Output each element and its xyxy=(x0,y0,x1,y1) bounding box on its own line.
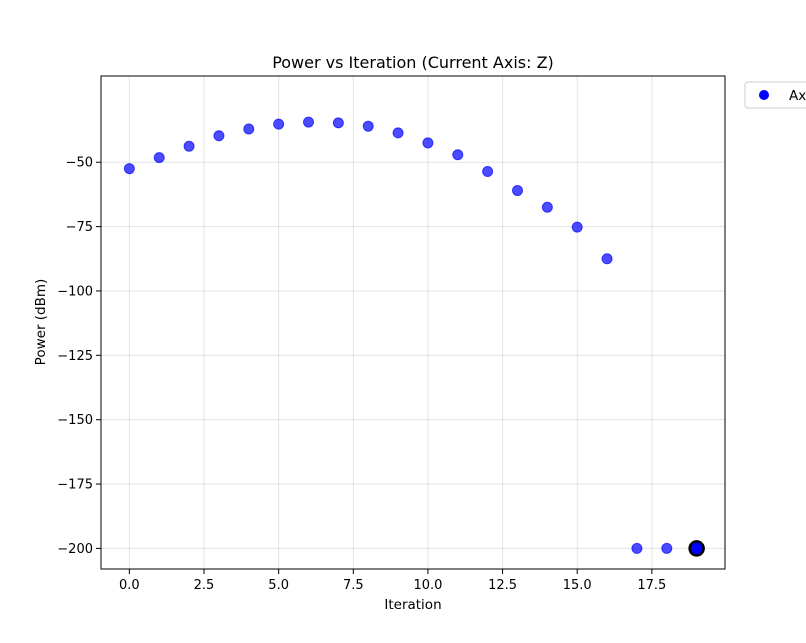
y-tick-label: −125 xyxy=(57,349,93,364)
y-tick-label: −75 xyxy=(66,220,93,235)
data-point xyxy=(303,116,315,128)
y-tick-label: −50 xyxy=(66,156,93,171)
y-tick-label: −150 xyxy=(57,413,93,428)
data-point xyxy=(601,253,613,265)
data-point xyxy=(392,127,404,139)
x-tick-label: 2.5 xyxy=(194,578,215,593)
data-point xyxy=(213,130,225,142)
data-point xyxy=(123,163,135,175)
data-points xyxy=(123,116,705,557)
y-axis-label: Power (dBm) xyxy=(33,279,49,366)
data-point xyxy=(631,542,643,554)
data-point xyxy=(332,117,344,129)
x-tick-label: 10.0 xyxy=(413,578,442,593)
x-tick-label: 5.0 xyxy=(268,578,289,593)
x-tick-label: 12.5 xyxy=(488,578,517,593)
data-point xyxy=(243,123,255,135)
y-tick-label: −175 xyxy=(57,478,93,493)
x-axis-ticks: 0.0 2.5 5.0 7.5 10.0 12.5 15.0 17.5 xyxy=(119,569,666,593)
y-axis-ticks: −200 −175 −150 −125 −100 −75 −50 xyxy=(57,156,101,557)
y-tick-label: −100 xyxy=(57,284,93,299)
x-tick-label: 15.0 xyxy=(563,578,592,593)
x-tick-label: 17.5 xyxy=(637,578,666,593)
legend-box xyxy=(744,81,806,109)
data-point xyxy=(482,166,494,178)
data-point xyxy=(661,542,673,554)
data-point xyxy=(153,152,165,164)
data-point xyxy=(273,118,285,130)
data-point xyxy=(362,120,374,132)
legend: Ax xyxy=(744,81,806,109)
data-point xyxy=(452,149,464,161)
grid-lines xyxy=(101,76,725,569)
highlighted-data-point xyxy=(688,540,705,557)
data-point xyxy=(422,137,434,149)
chart-title: Power vs Iteration (Current Axis: Z) xyxy=(272,53,554,72)
data-point xyxy=(511,185,523,197)
data-point xyxy=(541,201,553,213)
x-tick-label: 7.5 xyxy=(343,578,364,593)
x-tick-label: 0.0 xyxy=(119,578,140,593)
data-point xyxy=(183,140,195,152)
data-point xyxy=(571,221,583,233)
x-axis-label: Iteration xyxy=(384,597,441,613)
legend-entry-label: Ax xyxy=(789,88,806,104)
plot-frame xyxy=(100,75,726,570)
legend-marker xyxy=(759,90,769,100)
y-tick-label: −200 xyxy=(57,542,93,557)
